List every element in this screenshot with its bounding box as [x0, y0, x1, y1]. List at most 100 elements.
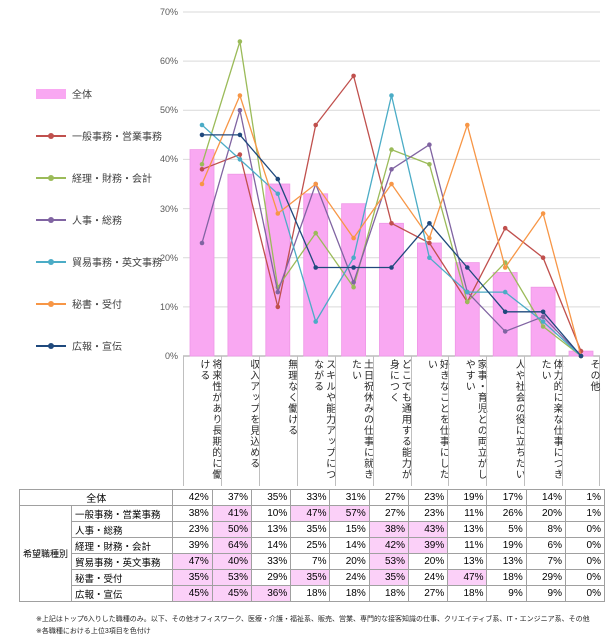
table-cell: 17%	[486, 489, 527, 506]
table-cell: 39%	[407, 537, 449, 554]
table-cell: 13%	[447, 521, 488, 538]
data-point	[427, 221, 432, 226]
legend-marker	[48, 300, 54, 307]
row-label: 人事・総務	[71, 521, 174, 538]
table-cell: 27%	[368, 505, 409, 522]
data-point	[237, 108, 243, 113]
legend-label: 一般事務・営業事務	[72, 132, 162, 143]
table-cell: 37%	[211, 489, 252, 506]
data-point	[351, 73, 356, 79]
legend-label: 人事・総務	[72, 216, 122, 227]
data-point	[389, 167, 394, 172]
table-cell: 47%	[290, 505, 331, 522]
data-point	[199, 167, 205, 172]
data-point	[237, 152, 243, 157]
table-row: 貿易事務・英文事務 47% 40% 33% 7% 20% 53% 20% 13% 13% 7% 0%	[20, 553, 605, 570]
legend-item: 人事・総務	[36, 212, 122, 227]
table-cell: 35%	[290, 569, 331, 586]
table-cell: 38%	[368, 521, 409, 538]
table-cell: 8%	[525, 521, 566, 538]
data-point	[237, 39, 243, 44]
row-label: 経理・財務・会計	[71, 537, 174, 554]
table-row: 広報・宣伝 45% 45% 36% 18% 18% 18% 27% 18% 9% 9% 0%	[20, 585, 605, 602]
legend-marker	[48, 174, 54, 181]
table-row: 秘書・受付 35% 53% 29% 35% 24% 35% 24% 47% 18% 29% 0%	[20, 569, 605, 586]
table-cell: 41%	[211, 505, 252, 522]
data-point	[427, 255, 432, 260]
table-row: 希望職種別 一般事務・営業事務 38% 41% 10% 47% 57% 27% 23% 11% 26…	[18, 505, 605, 602]
data-point	[427, 235, 432, 241]
table-cell: 6%	[525, 537, 566, 554]
data-point	[540, 314, 546, 320]
table-cell: 19%	[447, 489, 488, 506]
data-point	[199, 122, 205, 128]
x-axis-label: 収入アップを見込める	[220, 356, 259, 486]
legend-line-swatch	[36, 300, 66, 307]
x-axis-label: 将来性があり長期的に働ける	[183, 356, 221, 486]
table-cell: 40%	[211, 553, 252, 570]
legend-line-swatch	[36, 216, 66, 223]
data-point	[465, 299, 470, 305]
data-point	[502, 225, 508, 231]
data-point	[578, 353, 584, 359]
data-point	[313, 230, 318, 236]
data-point	[502, 329, 508, 334]
bar-series	[189, 149, 594, 357]
bar	[379, 222, 404, 357]
y-axis-label: 20%	[159, 252, 178, 263]
data-point	[389, 181, 394, 187]
row-label: 秘書・受付	[71, 569, 174, 586]
legend-label: 秘書・受付	[72, 300, 122, 311]
table-cell: 24%	[329, 569, 370, 586]
table-cell: 0%	[564, 585, 605, 602]
y-axis-label: 10%	[159, 301, 178, 312]
x-axis-label: 無理なく働ける	[258, 356, 297, 486]
table-cell: 18%	[447, 585, 488, 602]
legend-marker	[48, 258, 54, 265]
table-cell: 0%	[564, 521, 605, 538]
table-cell: 18%	[486, 569, 527, 586]
data-point	[275, 176, 281, 182]
data-point	[199, 240, 205, 246]
bar	[189, 149, 215, 357]
bar	[227, 173, 253, 357]
bar	[492, 272, 518, 357]
data-point	[313, 122, 318, 128]
summary-table: 全体 42% 37% 35% 33% 31% 27% 23% 19% 17% 14% 1% 希望職種別一…	[18, 489, 605, 602]
data-point	[237, 157, 243, 162]
table-cell: 35%	[250, 489, 292, 506]
data-point	[199, 181, 205, 187]
line-series	[199, 73, 584, 354]
legend-label: 貿易事務・英文事務	[72, 258, 162, 269]
data-point	[351, 280, 356, 285]
bar	[341, 203, 367, 357]
table-cell: 14%	[525, 489, 566, 506]
legend-line-swatch	[36, 258, 66, 265]
table-cell: 42%	[172, 489, 213, 506]
data-point	[427, 162, 432, 167]
x-axis-label: どこでも通用する能力が身につく	[372, 356, 410, 486]
data-point	[275, 289, 281, 295]
data-point	[502, 289, 508, 295]
y-axis-label: 30%	[159, 203, 178, 214]
table-cell: 9%	[486, 585, 527, 602]
x-axis-label: 家事・育児との両立がしやすい	[448, 356, 486, 486]
legend-line-swatch	[36, 342, 66, 349]
table-cell: 45%	[172, 585, 213, 602]
table-cell: 9%	[525, 585, 566, 602]
data-point	[275, 211, 281, 216]
table-cell: 20%	[329, 553, 370, 570]
table-cell: 20%	[525, 505, 566, 522]
data-point	[540, 309, 546, 315]
data-point	[237, 93, 243, 98]
y-axis-label: 40%	[159, 154, 178, 165]
table-cell: 29%	[250, 569, 292, 586]
table-cell: 53%	[211, 569, 252, 586]
data-point	[389, 265, 394, 270]
data-point	[389, 147, 394, 152]
table-cell: 39%	[172, 537, 213, 554]
legend-label: 経理・財務・会計	[72, 174, 152, 185]
table-cell: 38%	[172, 505, 213, 522]
table-cell: 45%	[211, 585, 252, 602]
table-cell: 5%	[486, 521, 527, 538]
